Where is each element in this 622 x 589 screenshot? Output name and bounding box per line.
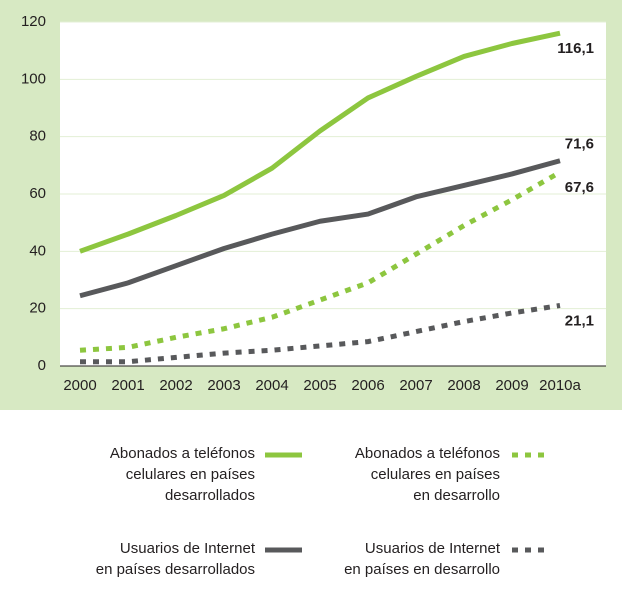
x-tick-label: 2006 (351, 377, 384, 394)
value-label: 21,1 (565, 312, 594, 329)
x-tick-label: 2001 (111, 377, 144, 394)
legend-label: Usuarios de Internet en países desarroll… (95, 540, 255, 578)
x-tick-label: 2000 (63, 377, 96, 394)
x-tick-label: 2008 (447, 377, 480, 394)
series-line (79, 158, 561, 299)
x-tick-label: 2003 (207, 377, 240, 394)
x-tick-label: 2009 (495, 377, 528, 394)
x-tick-label: 2007 (399, 377, 432, 394)
y-tick-label: 60 (29, 185, 46, 202)
y-tick-label: 20 (29, 300, 46, 317)
x-tick-label: 2002 (159, 377, 192, 394)
series-line (79, 170, 562, 353)
legend-label: Usuarios de Internet en países en desarr… (344, 540, 500, 578)
y-tick-label: 120 (21, 13, 46, 30)
value-label: 67,6 (565, 179, 594, 196)
value-label: 71,6 (565, 136, 594, 153)
y-tick-label: 80 (29, 128, 46, 145)
x-tick-label: 2005 (303, 377, 336, 394)
series-line (80, 303, 561, 365)
y-tick-label: 0 (38, 357, 46, 374)
x-tick-label: 2004 (255, 377, 288, 394)
legend-label: Abonados a teléfonos celulares en países… (354, 445, 500, 504)
legend-label: Abonados a teléfonos celulares en países… (109, 445, 255, 504)
series-line (79, 30, 561, 254)
y-tick-label: 100 (21, 70, 46, 87)
x-tick-label: 2010a (539, 377, 581, 394)
value-label: 116,1 (557, 40, 594, 57)
y-tick-label: 40 (29, 242, 46, 259)
